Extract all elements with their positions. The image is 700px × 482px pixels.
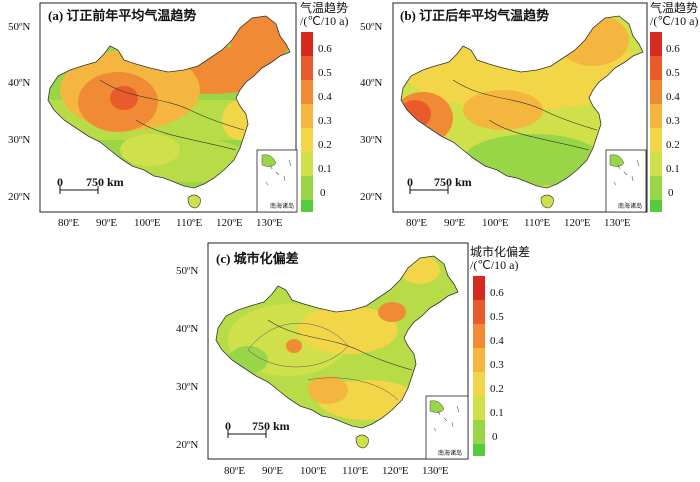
lat-label-50: 50ºN xyxy=(8,21,30,33)
colorbar-label: 0.3 xyxy=(318,115,332,127)
panel-b: 50ºN 40ºN 30ºN 20ºN 80ºE 90ºE 100ºE 110º… xyxy=(360,0,698,229)
scale-zero: 0 xyxy=(57,175,63,189)
colorbar-unit: /(℃/10 a) xyxy=(300,14,348,28)
lat-label-50: 50ºN xyxy=(176,265,198,277)
south-china-sea-inset: 南海诸岛 xyxy=(605,149,647,213)
colorbar-label: 0.5 xyxy=(490,311,504,323)
colorbar: 0.6 0.5 0.4 0.3 0.2 0.1 0 气温趋势 /(℃/10 a) xyxy=(650,0,698,212)
colorbar-label: 0.4 xyxy=(318,91,332,103)
lon-label-100: 100ºE xyxy=(482,217,509,229)
lon-label-130: 130ºE xyxy=(422,465,449,477)
lat-label-40: 40ºN xyxy=(8,77,30,89)
colorbar-label: 0.6 xyxy=(490,287,504,299)
lon-label-130: 130ºE xyxy=(604,217,631,229)
colorbar-label: 0.6 xyxy=(318,43,332,55)
colorbar-title: 气温趋势 xyxy=(300,0,348,15)
colorbar-label: 0.3 xyxy=(490,359,504,371)
scale-label: 750 km xyxy=(86,175,124,189)
lon-label-80: 80ºE xyxy=(224,465,245,477)
panel-title: (b) 订正后年平均气温趋势 xyxy=(400,8,549,23)
colorbar-label: 0.2 xyxy=(490,383,504,395)
colorbar-label: 0.4 xyxy=(666,91,680,103)
colorbar-title: 气温趋势 xyxy=(650,0,698,15)
panel-a: 50ºN 40ºN 30ºN 20ºN 80ºE 90ºE 100ºE 110º… xyxy=(8,0,348,229)
lon-label-110: 110ºE xyxy=(342,465,369,477)
colorbar-unit: /(℃/10 a) xyxy=(650,14,698,28)
colorbar-label: 0.3 xyxy=(666,115,680,127)
inset-label: 南海诸岛 xyxy=(270,202,294,210)
inset-label: 南海诸岛 xyxy=(618,202,642,210)
scale-zero: 0 xyxy=(225,419,231,433)
colorbar: 0.6 0.5 0.4 0.3 0.2 0.1 0 气温趋势 /(℃/10 a) xyxy=(300,0,348,212)
lon-label-100: 100ºE xyxy=(300,465,327,477)
lon-label-80: 80ºE xyxy=(58,217,79,229)
scale-label: 750 km xyxy=(434,175,472,189)
lat-label-20: 20ºN xyxy=(176,439,198,451)
colorbar-label: 0.6 xyxy=(666,43,680,55)
inset-label: 南海诸岛 xyxy=(438,449,462,457)
scale-bar: 0 750 km xyxy=(57,175,124,194)
colorbar-title: 城市化偏差 xyxy=(470,244,530,259)
colorbar-label: 0.5 xyxy=(318,67,332,79)
colorbar-label: 0.5 xyxy=(666,67,680,79)
lon-label-110: 110ºE xyxy=(176,217,203,229)
colorbar: 0.6 0.5 0.4 0.3 0.2 0.1 0 城市化偏差 /(℃/10 a… xyxy=(470,244,530,456)
lon-label-100: 100ºE xyxy=(134,217,161,229)
colorbar-label: 0.4 xyxy=(490,335,504,347)
lon-label-90: 90ºE xyxy=(262,465,283,477)
colorbar-label: 0 xyxy=(668,187,674,199)
lon-label-80: 80ºE xyxy=(406,217,427,229)
colorbar-unit: /(℃/10 a) xyxy=(470,258,518,272)
scale-bar: 0 750 km xyxy=(225,419,290,438)
lon-label-120: 120ºE xyxy=(382,465,409,477)
scale-bar: 0 750 km xyxy=(407,175,472,194)
scale-label: 750 km xyxy=(252,419,290,433)
lat-label-40: 40ºN xyxy=(176,323,198,335)
panel-title: (c) 城市化偏差 xyxy=(216,251,299,266)
lat-label-40: 40ºN xyxy=(360,77,382,89)
panel-title: (a) 订正前年平均气温趋势 xyxy=(48,8,196,23)
lat-label-30: 30ºN xyxy=(176,381,198,393)
lon-label-130: 130ºE xyxy=(256,217,283,229)
colorbar-label: 0.2 xyxy=(666,139,680,151)
lon-label-90: 90ºE xyxy=(444,217,465,229)
colorbar-label: 0 xyxy=(492,431,498,443)
lat-label-30: 30ºN xyxy=(8,134,30,146)
colorbar-label: 0.1 xyxy=(318,163,332,175)
panel-c: 50ºN 40ºN 30ºN 20ºN 80ºE 90ºE 100ºE 110º… xyxy=(176,242,530,477)
lon-label-90: 90ºE xyxy=(96,217,117,229)
colorbar-label: 0.1 xyxy=(666,163,680,175)
lat-label-30: 30ºN xyxy=(360,134,382,146)
lat-label-20: 20ºN xyxy=(360,191,382,203)
colorbar-label: 0 xyxy=(320,187,326,199)
lon-label-110: 110ºE xyxy=(524,217,551,229)
scale-zero: 0 xyxy=(407,175,413,189)
lat-label-50: 50ºN xyxy=(360,21,382,33)
colorbar-label: 0.2 xyxy=(318,139,332,151)
south-china-sea-inset: 南海诸岛 xyxy=(425,395,469,460)
lon-label-120: 120ºE xyxy=(564,217,591,229)
lat-label-20: 20ºN xyxy=(8,191,30,203)
colorbar-label: 0.1 xyxy=(490,407,504,419)
lon-label-120: 120ºE xyxy=(216,217,243,229)
south-china-sea-inset: 南海诸岛 xyxy=(256,149,298,213)
